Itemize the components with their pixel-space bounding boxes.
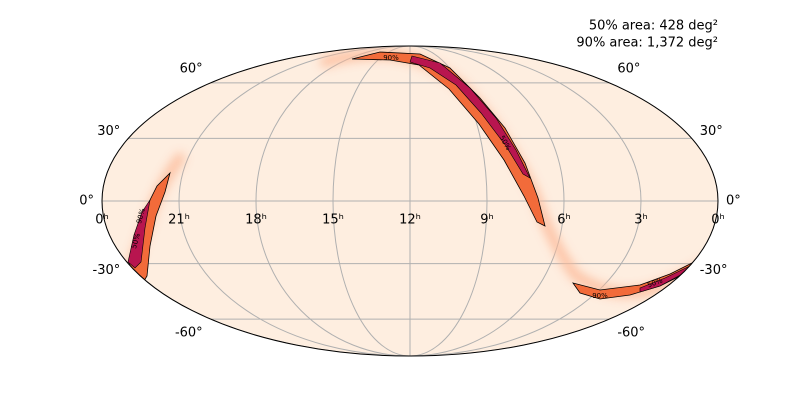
- grid-line: [409, 46, 488, 356]
- y-tick-label: 30°: [97, 124, 120, 139]
- contour-label: 90%: [592, 292, 608, 300]
- probability-map: [123, 49, 718, 300]
- sky-boundary: [101, 45, 719, 357]
- contour-label: 90%: [135, 207, 147, 224]
- x-tick-label: 15ʰ: [322, 213, 344, 228]
- y-tick-label: -60°: [175, 326, 203, 341]
- y-tick-label: -30°: [93, 263, 121, 278]
- x-tick-label: 21ʰ: [168, 213, 190, 228]
- x-tick-label: 6ʰ: [557, 213, 571, 228]
- contour-label: 50%: [130, 232, 142, 249]
- contour-label: 90%: [383, 54, 399, 62]
- y-tick-label: 0°: [79, 194, 94, 209]
- grid-line: [178, 46, 411, 356]
- grid: [102, 46, 718, 356]
- y-tick-label: 0°: [726, 194, 741, 209]
- contour-50: [409, 55, 531, 179]
- annotation: 90% area: 1,372 deg²: [576, 36, 718, 51]
- y-tick-label: 60°: [617, 61, 640, 76]
- x-tick-label: 18ʰ: [245, 213, 267, 228]
- y-tick-label: 60°: [180, 61, 203, 76]
- contour-50: [127, 199, 151, 269]
- grid-line: [332, 46, 411, 356]
- annotation: 50% area: 428 deg²: [589, 19, 718, 34]
- y-tick-label: 30°: [700, 124, 723, 139]
- x-tick-label: 3ʰ: [634, 213, 648, 228]
- y-tick-label: -60°: [617, 326, 645, 341]
- x-tick-label: 9ʰ: [480, 213, 494, 228]
- grid-line: [409, 46, 642, 356]
- grid-line: [409, 46, 565, 356]
- x-tick-label: 0ʰ: [95, 213, 109, 228]
- y-tick-label: -30°: [700, 263, 728, 278]
- x-tick-label: 12ʰ: [399, 213, 421, 228]
- x-tick-label: 0ʰ: [711, 213, 725, 228]
